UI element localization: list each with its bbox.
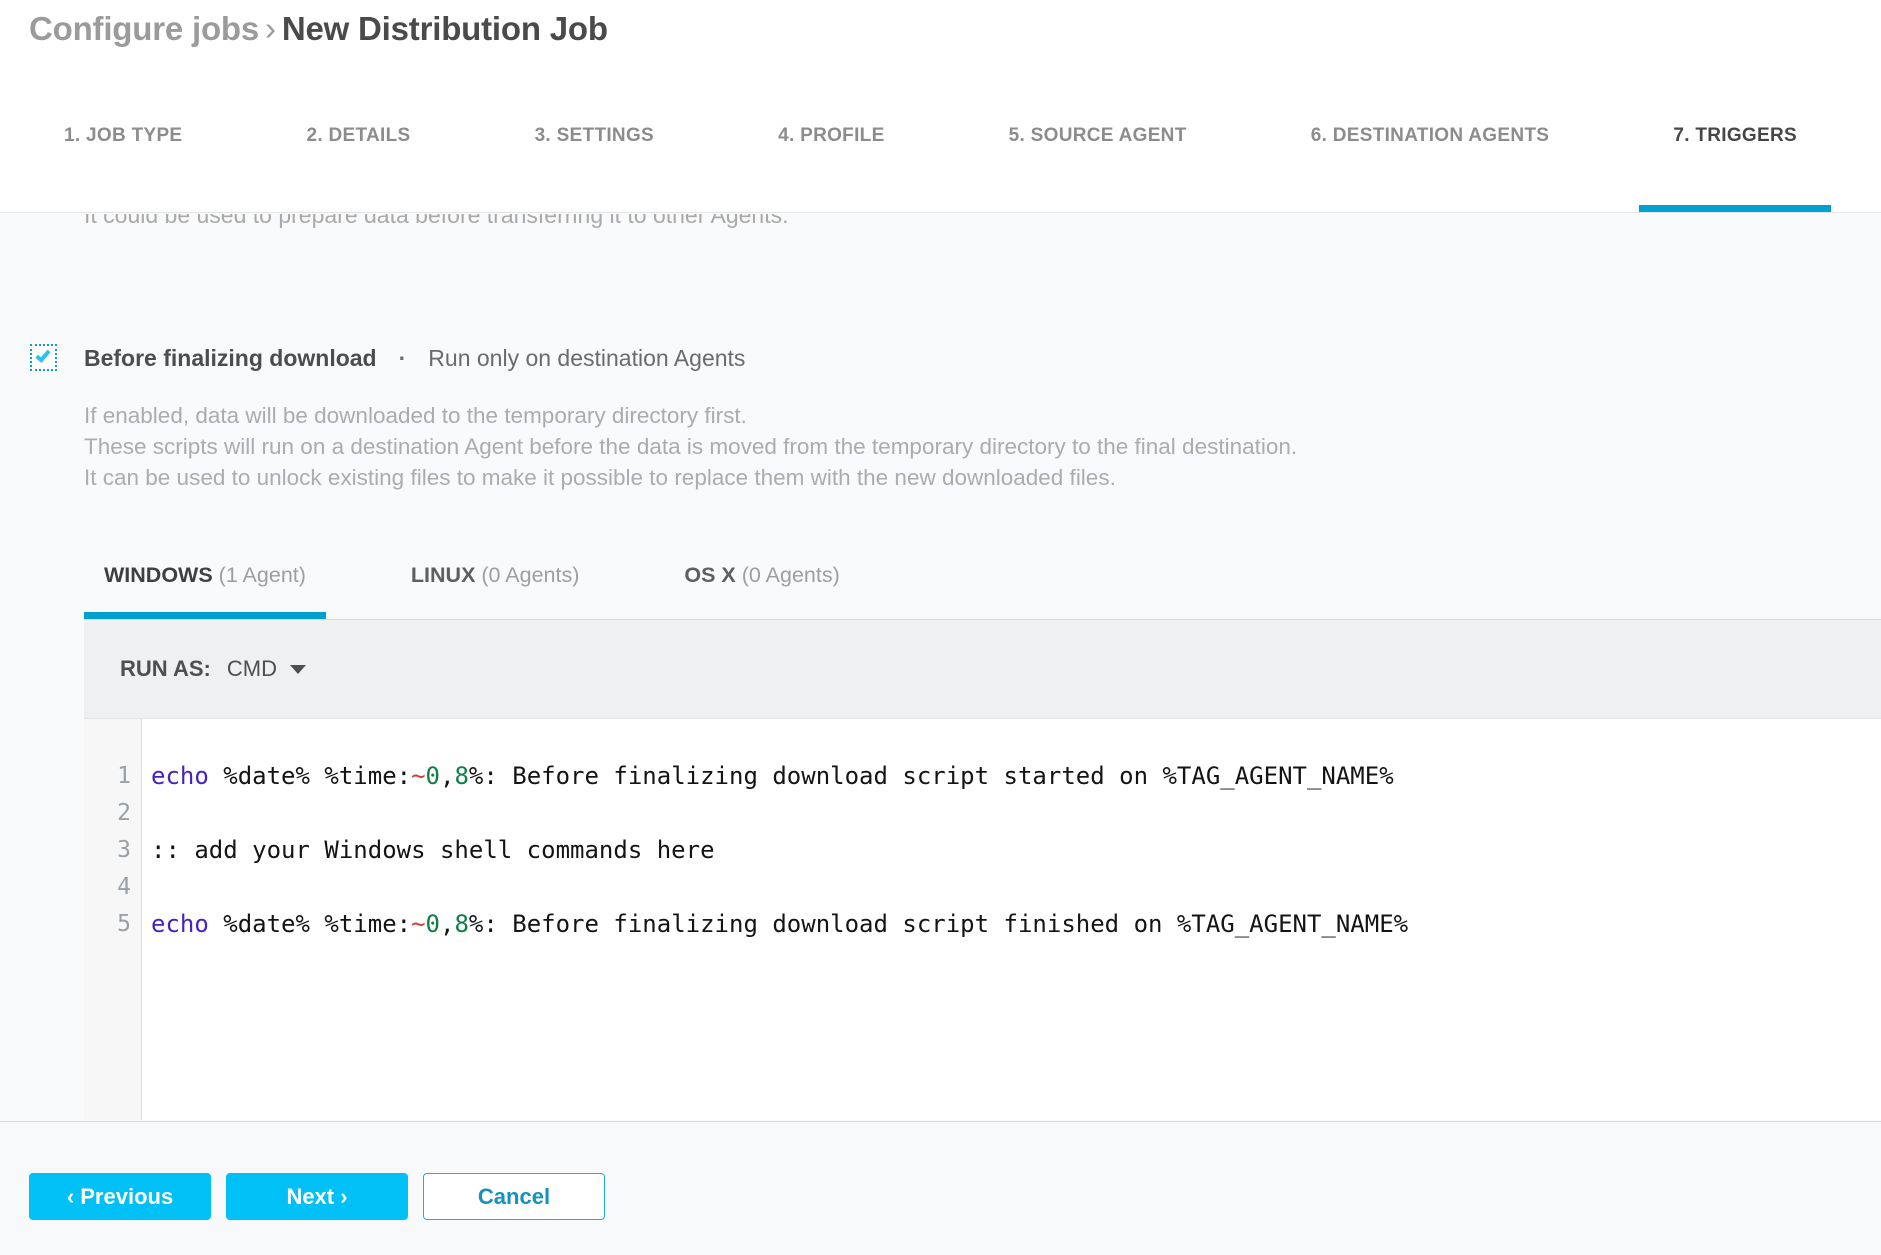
line-number: 4 [117,874,131,900]
editor-line-number-gutter: 1 2 3 4 5 [84,719,142,1120]
trigger-label: Before finalizing download [84,344,377,371]
wizard-step-tabs: 1. JOB TYPE 2. DETAILS 3. SETTINGS 4. PROFI… [30,111,1831,212]
page-title-current: New Distribution Job [281,10,608,47]
os-tab-windows[interactable]: WINDOWS (1 Agent) [84,555,326,619]
before-finalizing-checkbox[interactable] [30,344,57,371]
step-tab-4-profile[interactable]: 4. PROFILE [778,125,885,146]
step-tab-3-settings[interactable]: 3. SETTINGS [534,125,654,146]
caret-down-icon [289,664,306,674]
editor-code-area[interactable]: echo %date% %time:~0,8%: Before finalizi… [142,719,1881,1120]
step-tab-6-destination-agents[interactable]: 6. DESTINATION AGENTS [1310,125,1550,146]
code-line [151,869,1881,906]
footer-buttons: ‹ Previous Next › Cancel [29,1173,605,1220]
breadcrumb-parent[interactable]: Configure jobs [29,10,260,47]
runas-dropdown-value: CMD [226,656,277,681]
os-tab-agent-count: (0 Agents) [741,563,840,587]
trigger-description: If enabled, data will be downloaded to t… [84,400,1881,493]
tab-content-triggers: It could be used to prepare data before … [0,214,1881,1121]
os-tab-agent-count: (0 Agents) [481,563,580,587]
os-tab-bar: WINDOWS (1 Agent) LINUX (0 Agents) OS X (0… [84,555,1881,620]
trigger-description-line: It can be used to unlock existing files … [84,465,1116,490]
step-tab-1-job-type[interactable]: 1. JOB TYPE [64,125,183,146]
code-line [151,795,1881,832]
breadcrumb-separator-icon: › [265,10,276,47]
os-tab-agent-count: (1 Agent) [218,563,306,587]
step-tab-2-details[interactable]: 2. DETAILS [306,125,411,146]
runas-label: RUN AS: [120,656,211,681]
wizard-header: Configure jobs › New Distribution Job 1. J… [0,0,1881,213]
clipped-description-text: It could be used to prepare data before … [84,214,789,228]
trigger-description-line: These scripts will run on a destination … [84,434,1298,459]
line-number: 2 [117,800,131,826]
runas-toolbar: RUN AS: CMD [84,620,1881,719]
previous-button[interactable]: ‹ Previous [29,1173,211,1220]
trigger-separator: · [398,344,407,371]
code-line: echo %date% %time:~0,8%: Before finalizi… [151,762,1394,790]
os-tab-name: OS X [684,563,742,587]
os-tab-os-x[interactable]: OS X (0 Agents) [664,555,859,619]
os-tab-linux[interactable]: LINUX (0 Agents) [391,555,599,619]
checkmark-icon [35,347,51,363]
next-button[interactable]: Next › [226,1173,408,1220]
os-tab-name: WINDOWS [104,563,219,587]
line-number: 3 [117,837,131,863]
line-number: 5 [117,911,131,937]
code-line: :: add your Windows shell commands here [151,836,715,864]
script-editor: 1 2 3 4 5 echo %date% %time:~0,8%: Before fi… [84,719,1881,1120]
page-title: Configure jobs › New Distribution Job [29,10,608,48]
runas-dropdown[interactable]: CMD [227,656,306,682]
trigger-note: Run only on destination Agents [428,344,746,371]
trigger-description-line: If enabled, data will be downloaded to t… [84,403,747,428]
line-number: 1 [117,763,131,789]
step-tab-5-source-agent[interactable]: 5. SOURCE AGENT [1008,125,1187,146]
os-tab-name: LINUX [410,563,482,587]
step-tab-7-triggers[interactable]: 7. TRIGGERS [1639,111,1831,212]
wizard-footer: ‹ Previous Next › Cancel [0,1121,1881,1255]
trigger-before-finalizing-row: Before finalizing download · Run only on… [0,342,1881,374]
cancel-button[interactable]: Cancel [423,1173,605,1220]
code-line: echo %date% %time:~0,8%: Before finalizi… [151,910,1409,938]
